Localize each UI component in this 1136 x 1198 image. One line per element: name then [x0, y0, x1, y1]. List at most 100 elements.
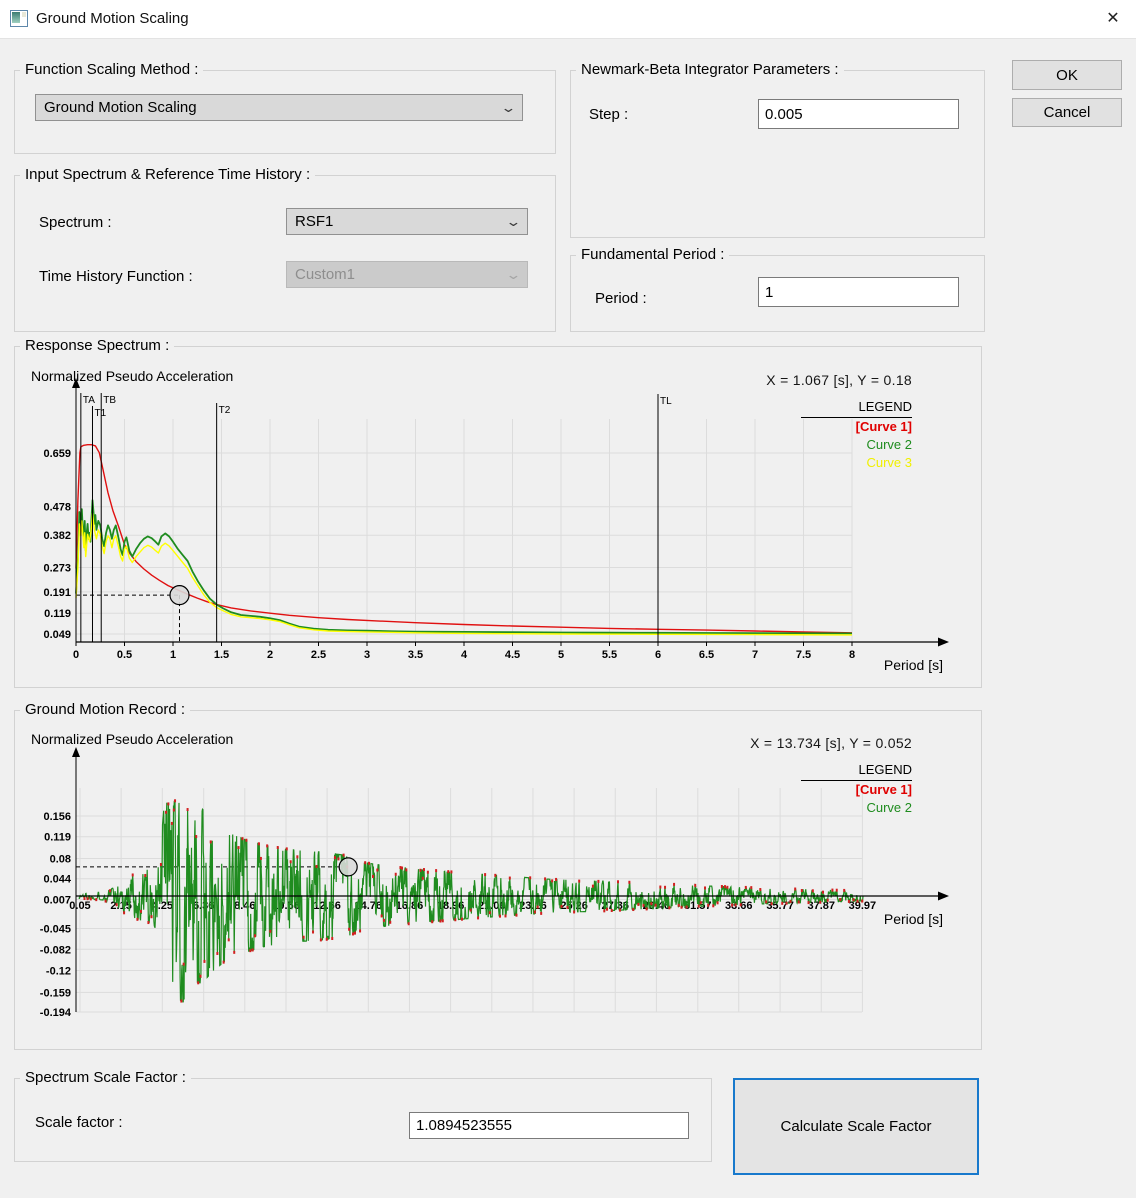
- svg-text:-0.194: -0.194: [40, 1007, 72, 1019]
- svg-text:0.191: 0.191: [43, 587, 71, 599]
- time-history-dropdown: Custom1 ⌄: [286, 261, 528, 288]
- step-label: Step :: [589, 106, 629, 123]
- svg-text:-0.082: -0.082: [40, 944, 71, 956]
- function-scaling-group: Function Scaling Method : Ground Motion …: [14, 61, 556, 154]
- svg-text:Period [s]: Period [s]: [884, 911, 943, 927]
- ground-motion-chart[interactable]: 0.156 0.119 0.08 0.044 0.007 -0.045 -0.082 -0.1…: [17, 726, 967, 1026]
- input-spectrum-group-label: Input Spectrum & Reference Time History …: [20, 166, 316, 183]
- svg-text:0.119: 0.119: [44, 832, 71, 844]
- response-spectrum-group-label: Response Spectrum :: [20, 337, 175, 354]
- svg-text:7: 7: [752, 649, 758, 661]
- svg-text:T2: T2: [219, 405, 231, 416]
- legend-title: LEGEND: [800, 399, 912, 418]
- cancel-button[interactable]: Cancel: [1012, 98, 1122, 127]
- svg-text:6: 6: [655, 649, 661, 661]
- svg-text:TL: TL: [660, 396, 672, 407]
- svg-text:0: 0: [73, 649, 79, 661]
- response-spectrum-cursor-readout: X = 1.067 [s], Y = 0.18: [766, 372, 912, 388]
- ground-motion-group: Ground Motion Record : 0.156 0.119 0.08 0.0…: [14, 701, 982, 1050]
- svg-text:0.119: 0.119: [44, 608, 71, 620]
- svg-text:39.97: 39.97: [849, 900, 877, 912]
- svg-text:T1: T1: [94, 408, 106, 419]
- step-input[interactable]: [758, 99, 959, 129]
- period-input[interactable]: [758, 277, 959, 307]
- svg-text:3.5: 3.5: [408, 649, 423, 661]
- svg-text:2: 2: [267, 649, 273, 661]
- svg-text:2.15: 2.15: [110, 900, 131, 912]
- app-icon: [10, 10, 28, 27]
- ok-button[interactable]: OK: [1012, 60, 1122, 90]
- svg-text:0.273: 0.273: [43, 563, 71, 575]
- svg-text:6.5: 6.5: [699, 649, 714, 661]
- legend-item-curve1[interactable]: [Curve 1]: [855, 419, 912, 434]
- svg-text:Normalized Pseudo Acceleration: Normalized Pseudo Acceleration: [31, 731, 233, 747]
- function-scaling-method-value: Ground Motion Scaling: [44, 99, 197, 116]
- input-spectrum-group: Input Spectrum & Reference Time History …: [14, 166, 556, 332]
- svg-text:Period [s]: Period [s]: [884, 657, 943, 673]
- svg-text:0.08: 0.08: [50, 854, 71, 866]
- time-history-value: Custom1: [295, 266, 356, 283]
- svg-text:0.044: 0.044: [43, 874, 71, 886]
- chevron-down-icon: ⌄: [500, 99, 517, 115]
- svg-text:5.5: 5.5: [602, 649, 617, 661]
- spectrum-dropdown[interactable]: RSF1 ⌄: [286, 208, 528, 235]
- response-spectrum-chart[interactable]: 0.659 0.478 0.382 0.273 0.191 0.119 0.049 TA T1 T…: [17, 361, 967, 676]
- svg-text:33.66: 33.66: [725, 900, 753, 912]
- svg-text:-0.159: -0.159: [40, 987, 71, 999]
- svg-text:TB: TB: [103, 395, 116, 406]
- svg-text:Normalized Pseudo Acceleration: Normalized Pseudo Acceleration: [31, 368, 233, 384]
- newmark-beta-group: Newmark-Beta Integrator Parameters : Ste…: [570, 61, 985, 238]
- svg-text:TA: TA: [83, 395, 95, 406]
- function-scaling-group-label: Function Scaling Method :: [20, 61, 204, 78]
- function-scaling-method-dropdown[interactable]: Ground Motion Scaling ⌄: [35, 94, 523, 121]
- svg-text:-0.045: -0.045: [40, 924, 71, 936]
- svg-text:4.5: 4.5: [505, 649, 520, 661]
- svg-text:2.5: 2.5: [311, 649, 326, 661]
- scale-factor-group: Spectrum Scale Factor : Scale factor :: [14, 1069, 712, 1162]
- chevron-down-icon: ⌄: [505, 266, 522, 282]
- chevron-down-icon: ⌄: [505, 213, 522, 229]
- svg-text:0.049: 0.049: [43, 629, 71, 641]
- fundamental-period-group-label: Fundamental Period :: [576, 246, 730, 263]
- svg-text:0.156: 0.156: [43, 811, 71, 823]
- response-spectrum-group: Response Spectrum : 0.659 0.478 0.382 0.273…: [14, 337, 982, 688]
- ground-motion-group-label: Ground Motion Record :: [20, 701, 191, 718]
- svg-text:0.5: 0.5: [117, 649, 132, 661]
- svg-text:8: 8: [849, 649, 855, 661]
- svg-text:0.659: 0.659: [43, 448, 71, 460]
- svg-text:0.478: 0.478: [43, 502, 71, 514]
- title-bar: Ground Motion Scaling ✕: [0, 0, 1136, 39]
- ground-motion-cursor-readout: X = 13.734 [s], Y = 0.052: [750, 735, 912, 751]
- period-label: Period :: [595, 290, 647, 307]
- scale-factor-group-label: Spectrum Scale Factor :: [20, 1069, 191, 1086]
- fundamental-period-group: Fundamental Period : Period :: [570, 246, 985, 332]
- svg-text:37.87: 37.87: [807, 900, 835, 912]
- svg-text:0.382: 0.382: [43, 530, 71, 542]
- legend-item-curve3[interactable]: Curve 3: [866, 455, 912, 470]
- svg-text:8.46: 8.46: [234, 900, 255, 912]
- scale-factor-label: Scale factor :: [35, 1114, 123, 1131]
- response-spectrum-legend: LEGEND [Curve 1] Curve 2 Curve 3: [800, 399, 912, 472]
- newmark-beta-group-label: Newmark-Beta Integrator Parameters :: [576, 61, 844, 78]
- svg-text:7.5: 7.5: [796, 649, 811, 661]
- svg-text:0.007: 0.007: [43, 894, 71, 906]
- svg-text:-0.12: -0.12: [46, 966, 71, 978]
- svg-text:1.5: 1.5: [214, 649, 229, 661]
- scale-factor-input[interactable]: [409, 1112, 689, 1139]
- svg-text:3: 3: [364, 649, 370, 661]
- svg-text:0.05: 0.05: [69, 900, 90, 912]
- svg-text:4: 4: [461, 649, 468, 661]
- close-icon[interactable]: ✕: [1106, 10, 1120, 27]
- calculate-scale-factor-button[interactable]: Calculate Scale Factor: [733, 1078, 979, 1175]
- window-title: Ground Motion Scaling: [36, 10, 189, 27]
- legend-item-curve1[interactable]: [Curve 1]: [855, 782, 912, 797]
- time-history-label: Time History Function :: [39, 268, 193, 285]
- legend-item-curve2[interactable]: Curve 2: [866, 800, 912, 815]
- svg-text:5: 5: [558, 649, 564, 661]
- svg-text:1: 1: [170, 649, 176, 661]
- legend-item-curve2[interactable]: Curve 2: [866, 437, 912, 452]
- spectrum-value: RSF1: [295, 213, 334, 230]
- ground-motion-legend: LEGEND [Curve 1] Curve 2: [800, 762, 912, 817]
- legend-title: LEGEND: [800, 762, 912, 781]
